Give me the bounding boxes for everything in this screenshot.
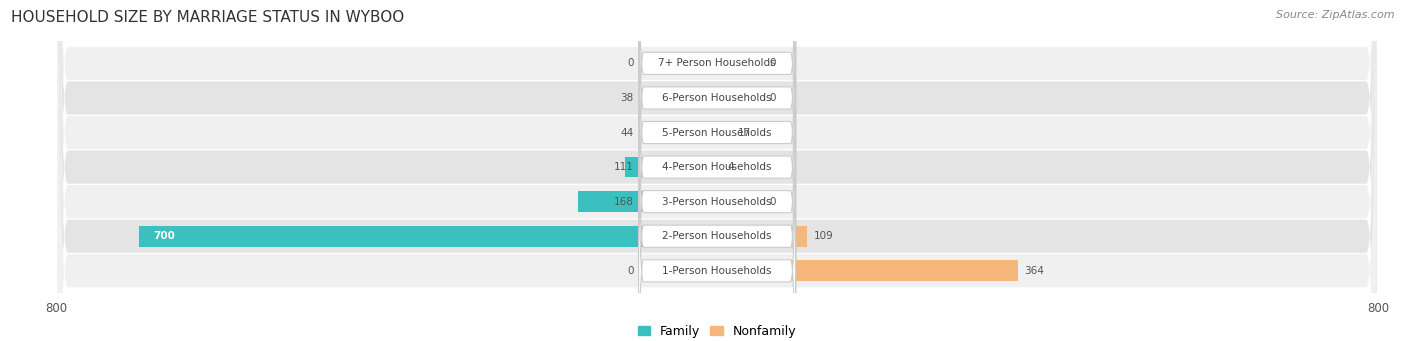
Bar bbox=[717, 53, 762, 74]
FancyBboxPatch shape bbox=[58, 0, 1376, 341]
FancyBboxPatch shape bbox=[638, 5, 796, 341]
Text: 4-Person Households: 4-Person Households bbox=[662, 162, 772, 172]
Text: 38: 38 bbox=[620, 93, 634, 103]
Text: 3-Person Households: 3-Person Households bbox=[662, 197, 772, 207]
Text: 7+ Person Households: 7+ Person Households bbox=[658, 58, 776, 69]
Text: 700: 700 bbox=[153, 231, 176, 241]
Text: 4: 4 bbox=[727, 162, 734, 172]
Bar bbox=[717, 226, 807, 247]
FancyBboxPatch shape bbox=[58, 0, 1376, 341]
Bar bbox=[626, 157, 717, 177]
Bar bbox=[139, 226, 717, 247]
Text: 5-Person Households: 5-Person Households bbox=[662, 128, 772, 137]
Bar bbox=[717, 261, 1018, 281]
FancyBboxPatch shape bbox=[638, 40, 796, 341]
Bar bbox=[686, 88, 717, 108]
Legend: Family, Nonfamily: Family, Nonfamily bbox=[633, 320, 801, 341]
FancyBboxPatch shape bbox=[638, 74, 796, 341]
Bar bbox=[681, 122, 717, 143]
Bar bbox=[717, 122, 731, 143]
Bar bbox=[717, 157, 720, 177]
FancyBboxPatch shape bbox=[638, 0, 796, 329]
Text: HOUSEHOLD SIZE BY MARRIAGE STATUS IN WYBOO: HOUSEHOLD SIZE BY MARRIAGE STATUS IN WYB… bbox=[11, 10, 405, 25]
Text: 0: 0 bbox=[769, 58, 776, 69]
FancyBboxPatch shape bbox=[638, 0, 796, 341]
Text: 6-Person Households: 6-Person Households bbox=[662, 93, 772, 103]
Text: 44: 44 bbox=[620, 128, 634, 137]
Text: 109: 109 bbox=[814, 231, 834, 241]
Bar bbox=[578, 191, 717, 212]
Text: 364: 364 bbox=[1025, 266, 1045, 276]
FancyBboxPatch shape bbox=[58, 0, 1376, 341]
FancyBboxPatch shape bbox=[638, 0, 796, 294]
FancyBboxPatch shape bbox=[58, 0, 1376, 341]
FancyBboxPatch shape bbox=[58, 0, 1376, 341]
Text: 111: 111 bbox=[614, 162, 634, 172]
FancyBboxPatch shape bbox=[58, 0, 1376, 341]
Text: 0: 0 bbox=[769, 197, 776, 207]
Text: 2-Person Households: 2-Person Households bbox=[662, 231, 772, 241]
Text: 168: 168 bbox=[614, 197, 634, 207]
Text: 1-Person Households: 1-Person Households bbox=[662, 266, 772, 276]
Text: 17: 17 bbox=[738, 128, 751, 137]
Bar bbox=[717, 191, 762, 212]
Bar bbox=[717, 88, 762, 108]
Text: Source: ZipAtlas.com: Source: ZipAtlas.com bbox=[1277, 10, 1395, 20]
Text: 0: 0 bbox=[627, 58, 634, 69]
Text: 0: 0 bbox=[627, 266, 634, 276]
FancyBboxPatch shape bbox=[638, 0, 796, 260]
Text: 0: 0 bbox=[769, 93, 776, 103]
FancyBboxPatch shape bbox=[58, 0, 1376, 341]
